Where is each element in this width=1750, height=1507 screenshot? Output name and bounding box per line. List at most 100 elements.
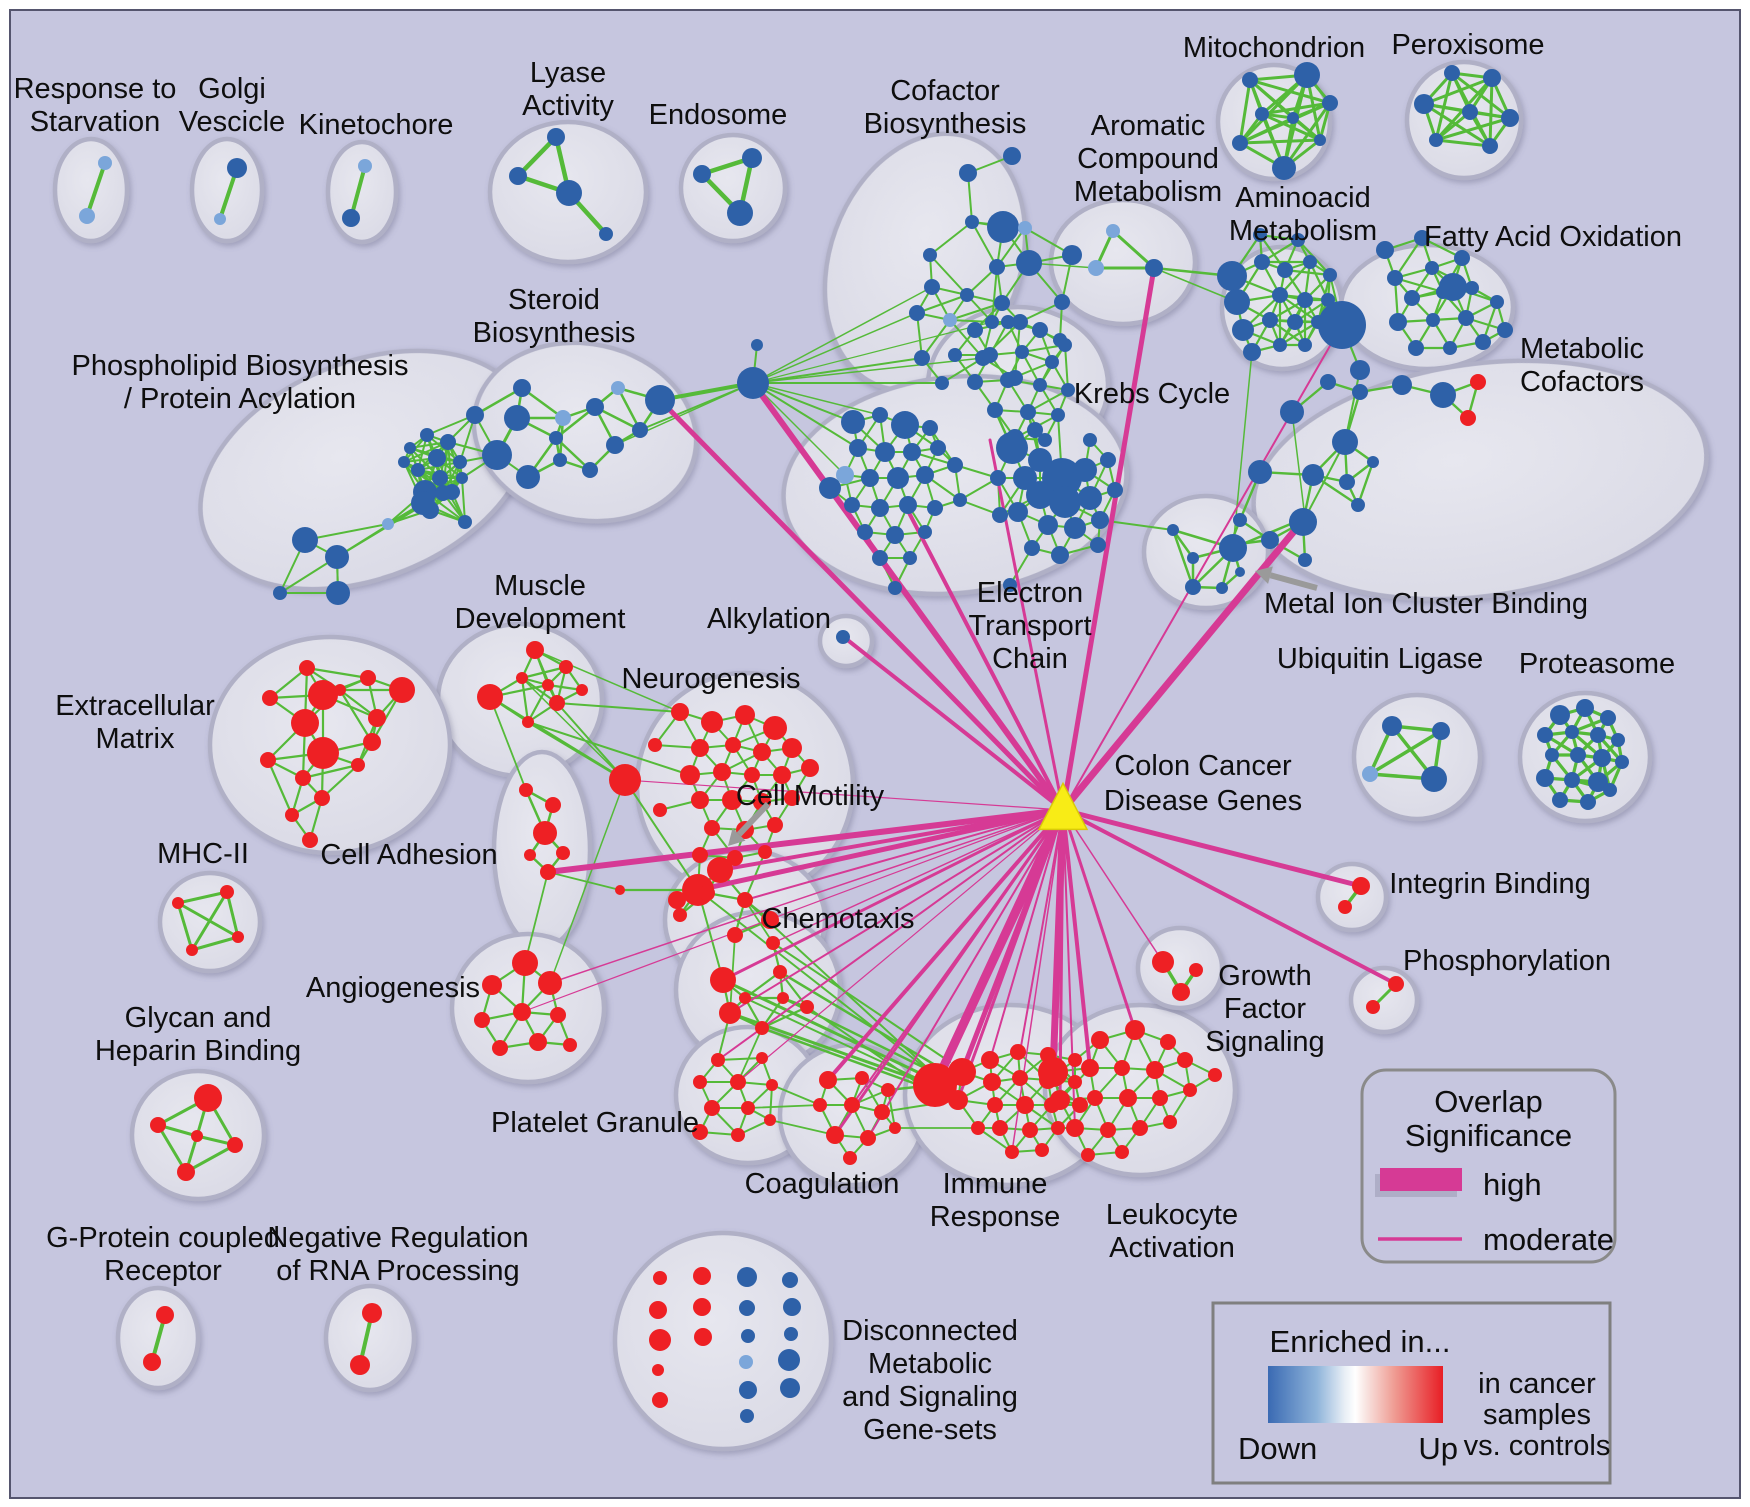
gene-set-node[interactable] [1272, 156, 1296, 180]
gene-set-node[interactable] [764, 1114, 776, 1126]
gene-set-node[interactable] [645, 385, 675, 415]
gene-set-node[interactable] [930, 440, 946, 456]
gene-set-node[interactable] [649, 1301, 667, 1319]
gene-set-node[interactable] [1145, 259, 1163, 277]
gene-set-node[interactable] [725, 737, 741, 753]
gene-set-node[interactable] [1465, 281, 1479, 295]
gene-set-node[interactable] [398, 456, 410, 468]
gene-set-node[interactable] [143, 1353, 161, 1371]
gene-set-node[interactable] [362, 1303, 382, 1323]
gene-set-node[interactable] [524, 849, 536, 861]
gene-set-node[interactable] [411, 463, 425, 477]
gene-set-node[interactable] [826, 1126, 844, 1144]
gene-set-node[interactable] [308, 680, 338, 710]
gene-set-node[interactable] [1083, 433, 1097, 447]
gene-set-node[interactable] [363, 733, 381, 751]
gene-set-node[interactable] [761, 911, 779, 929]
gene-set-node[interactable] [819, 1071, 837, 1089]
gene-set-node[interactable] [780, 1378, 800, 1398]
gene-set-node[interactable] [1051, 546, 1069, 564]
gene-set-node[interactable] [755, 1021, 769, 1035]
gene-set-node[interactable] [872, 550, 888, 566]
gene-set-node[interactable] [555, 410, 571, 426]
gene-set-node[interactable] [965, 215, 979, 229]
gene-set-node[interactable] [1323, 268, 1337, 282]
gene-set-node[interactable] [1091, 511, 1109, 529]
gene-set-node[interactable] [1443, 341, 1457, 355]
gene-set-node[interactable] [927, 500, 943, 516]
gene-set-node[interactable] [220, 885, 234, 899]
gene-set-node[interactable] [512, 950, 538, 976]
gene-set-node[interactable] [649, 1329, 671, 1351]
gene-set-node[interactable] [291, 709, 319, 737]
gene-set-node[interactable] [742, 148, 762, 168]
gene-set-node[interactable] [899, 496, 917, 514]
gene-set-node[interactable] [1426, 313, 1440, 327]
gene-set-node[interactable] [1008, 502, 1028, 522]
gene-set-node[interactable] [1217, 261, 1247, 291]
gene-set-node[interactable] [783, 1298, 801, 1316]
gene-set-node[interactable] [913, 1063, 957, 1107]
gene-set-node[interactable] [1163, 1115, 1177, 1129]
gene-set-node[interactable] [1404, 290, 1420, 306]
gene-set-node[interactable] [1235, 567, 1245, 577]
gene-set-node[interactable] [711, 1053, 725, 1067]
gene-set-node[interactable] [849, 439, 867, 457]
gene-set-node[interactable] [844, 497, 860, 513]
gene-set-node[interactable] [1024, 540, 1040, 556]
gene-set-node[interactable] [1318, 301, 1366, 349]
gene-set-node[interactable] [1003, 147, 1021, 165]
gene-set-node[interactable] [1038, 433, 1052, 447]
gene-set-node[interactable] [609, 764, 641, 796]
gene-set-node[interactable] [1580, 794, 1596, 810]
disease-genes-triangle[interactable] [1037, 781, 1089, 831]
gene-set-node[interactable] [1033, 378, 1047, 392]
gene-set-node[interactable] [713, 763, 731, 781]
gene-set-node[interactable] [456, 472, 468, 484]
gene-set-node[interactable] [516, 465, 540, 489]
gene-set-node[interactable] [874, 1104, 890, 1120]
gene-set-node[interactable] [1005, 1145, 1019, 1159]
gene-set-node[interactable] [314, 790, 330, 806]
gene-set-node[interactable] [1352, 877, 1370, 895]
gene-set-node[interactable] [924, 279, 940, 295]
gene-set-node[interactable] [813, 1098, 827, 1112]
gene-set-node[interactable] [889, 1122, 901, 1134]
gene-set-node[interactable] [773, 766, 791, 784]
gene-set-node[interactable] [1152, 1090, 1168, 1106]
gene-set-node[interactable] [1038, 515, 1058, 535]
gene-set-node[interactable] [342, 209, 360, 227]
gene-set-node[interactable] [1100, 1122, 1116, 1138]
gene-set-node[interactable] [693, 1298, 711, 1316]
gene-set-node[interactable] [533, 821, 557, 845]
gene-set-node[interactable] [673, 908, 687, 922]
gene-set-node[interactable] [1294, 62, 1320, 88]
gene-set-node[interactable] [1013, 466, 1037, 490]
gene-set-node[interactable] [1280, 400, 1304, 424]
gene-set-node[interactable] [872, 407, 888, 423]
gene-set-node[interactable] [1497, 322, 1513, 338]
gene-set-node[interactable] [652, 1392, 668, 1408]
gene-set-node[interactable] [860, 1130, 876, 1146]
gene-set-node[interactable] [841, 410, 865, 434]
gene-set-node[interactable] [987, 402, 1003, 418]
gene-set-node[interactable] [1392, 375, 1412, 395]
gene-set-node[interactable] [730, 1074, 746, 1090]
gene-set-node[interactable] [1049, 486, 1081, 518]
gene-set-node[interactable] [694, 1328, 712, 1346]
gene-set-node[interactable] [967, 374, 983, 390]
gene-set-node[interactable] [1388, 976, 1404, 992]
gene-set-node[interactable] [1332, 429, 1358, 455]
gene-set-node[interactable] [861, 469, 879, 487]
gene-set-node[interactable] [382, 518, 394, 530]
gene-set-node[interactable] [971, 1121, 985, 1135]
gene-set-node[interactable] [1421, 766, 1447, 792]
gene-set-node[interactable] [1000, 372, 1016, 388]
gene-set-node[interactable] [227, 158, 247, 178]
gene-set-node[interactable] [1382, 716, 1402, 736]
gene-set-node[interactable] [358, 159, 372, 173]
gene-set-node[interactable] [1208, 1068, 1222, 1082]
gene-set-node[interactable] [844, 1097, 860, 1113]
gene-set-node[interactable] [707, 857, 733, 883]
gene-set-node[interactable] [1536, 769, 1554, 787]
